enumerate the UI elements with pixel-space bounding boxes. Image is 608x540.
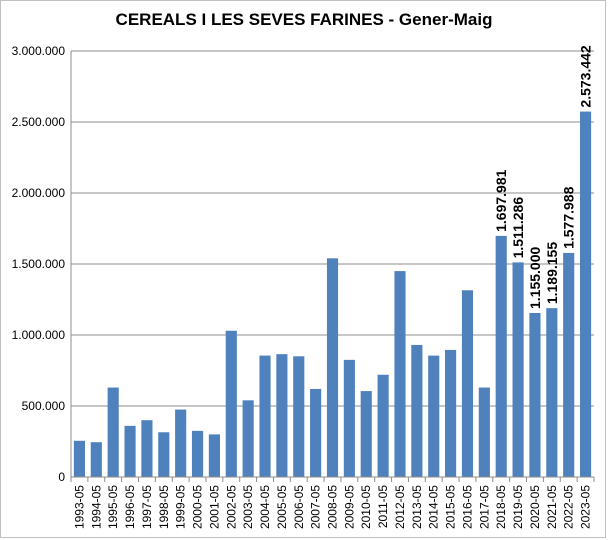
y-tick-label: 500.000: [22, 399, 66, 413]
x-tick-label: 2022-05: [562, 485, 576, 529]
y-tick-label: 2.500.000: [12, 115, 66, 129]
bar: [242, 400, 254, 477]
x-tick-label: 1995-05: [106, 485, 120, 529]
bar: [158, 432, 170, 477]
bar: [259, 355, 271, 477]
chart-title: CEREALS I LES SEVES FARINES - Gener-Maig: [115, 10, 493, 29]
bar: [428, 355, 440, 477]
bar: [579, 111, 592, 478]
bar: [445, 349, 457, 477]
x-tick-label: 2000-05: [191, 485, 205, 529]
bar: [529, 312, 541, 477]
bar: [360, 391, 372, 477]
x-tick-label: 2017-05: [477, 485, 491, 529]
x-tick-label: 2018-05: [494, 485, 508, 529]
bar: [124, 425, 136, 477]
y-tick-label: 2.000.000: [12, 186, 66, 200]
x-tick-label: 2004-05: [258, 485, 272, 529]
data-label: 1.511.286: [510, 197, 526, 259]
x-tick-label: 2005-05: [275, 485, 289, 529]
x-tick-label: 1997-05: [140, 485, 154, 529]
bar: [326, 258, 339, 477]
y-tick-label: 1.500.000: [12, 257, 66, 271]
y-tick-label: 3.000.000: [12, 44, 66, 58]
bar: [394, 271, 406, 477]
bar: [512, 262, 524, 477]
x-tick-label: 2002-05: [224, 485, 238, 529]
bar: [293, 356, 305, 477]
x-tick-label: 2015-05: [444, 485, 458, 529]
x-tick-label: 2009-05: [342, 485, 356, 529]
bar: [563, 252, 575, 477]
x-tick-label: 2011-05: [376, 485, 390, 528]
bar: [191, 430, 204, 477]
bar: [73, 440, 86, 477]
x-tick-label: 2021-05: [545, 485, 559, 529]
x-tick-label: 2014-05: [427, 485, 441, 529]
x-tick-label: 2016-05: [460, 485, 474, 529]
x-tick-label: 2003-05: [241, 485, 255, 529]
data-label: 1.577.988: [561, 186, 577, 248]
x-tick-label: 1993-05: [72, 485, 86, 529]
bar: [411, 344, 423, 477]
x-tick-label: 1996-05: [123, 485, 137, 529]
bar: [208, 434, 220, 477]
bar: [141, 420, 153, 477]
bar: [377, 374, 389, 477]
bar: [478, 387, 490, 477]
x-tick-label: 2013-05: [410, 485, 424, 529]
x-tick-label: 2007-05: [309, 485, 323, 529]
x-tick-label: 2006-05: [292, 485, 306, 529]
bar: [276, 354, 288, 477]
y-tick-label: 0: [58, 470, 65, 484]
bar: [90, 442, 102, 477]
x-tick-label: 2008-05: [326, 485, 340, 529]
x-tick-label: 2001-05: [207, 485, 221, 529]
x-tick-label: 2010-05: [359, 485, 373, 529]
data-label: 1.189.155: [544, 242, 560, 304]
bar: [310, 388, 322, 477]
bar: [175, 409, 187, 477]
x-tick-label: 1998-05: [157, 485, 171, 529]
x-tick-label: 2023-05: [579, 485, 593, 529]
bar: [343, 359, 355, 477]
x-tick-label: 1994-05: [89, 485, 103, 529]
bar: [225, 330, 237, 477]
data-label: 1.697.981: [493, 169, 509, 231]
x-tick-label: 2019-05: [511, 485, 525, 529]
bar: [461, 290, 474, 477]
x-tick-label: 1999-05: [174, 485, 188, 529]
bar: [495, 235, 507, 477]
data-label: 2.573.442: [578, 45, 594, 107]
data-label: 1.155.000: [527, 246, 543, 308]
x-tick-label: 2012-05: [393, 485, 407, 529]
y-tick-label: 1.000.000: [12, 328, 66, 342]
bar: [546, 308, 558, 477]
bar: [107, 387, 119, 477]
x-tick-label: 2020-05: [528, 485, 542, 529]
